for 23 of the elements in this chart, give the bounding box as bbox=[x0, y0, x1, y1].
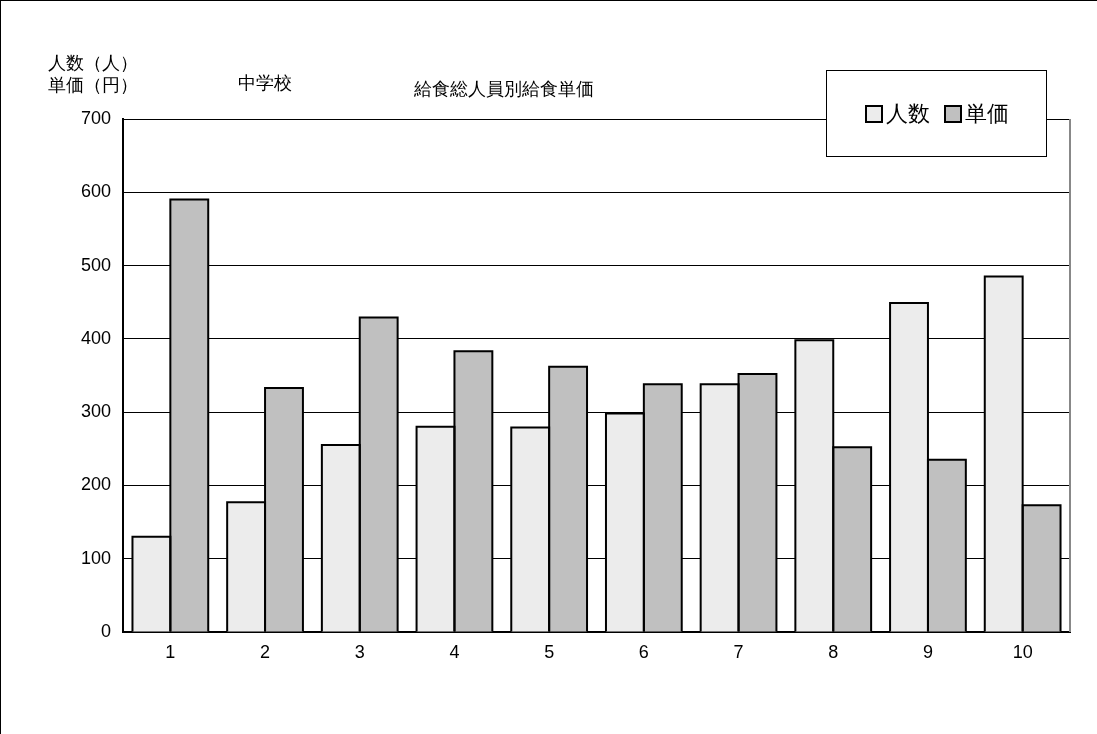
legend-label: 単価 bbox=[964, 99, 1009, 128]
x-tick-label: 9 bbox=[922, 641, 933, 662]
y-tick-label: 700 bbox=[80, 107, 111, 128]
x-tick-label: 4 bbox=[449, 641, 460, 662]
x-tick-label: 10 bbox=[1012, 641, 1033, 662]
x-tick-label: 5 bbox=[544, 641, 555, 662]
legend-label: 人数 bbox=[885, 99, 930, 128]
y-tick-label: 100 bbox=[80, 547, 111, 568]
chart-title: 給食総人員別給食単価 bbox=[414, 78, 594, 100]
x-tick-label: 8 bbox=[828, 641, 839, 662]
y-tick-label: 200 bbox=[80, 474, 111, 495]
y-tick-label: 600 bbox=[80, 181, 111, 202]
chart-subtitle: 中学校 bbox=[238, 72, 292, 94]
y-axis-title: 人数（人）単価（円） bbox=[48, 52, 139, 96]
x-tick-label: 7 bbox=[733, 641, 744, 662]
x-tick-label: 1 bbox=[165, 641, 176, 662]
y-tick-label: 0 bbox=[100, 620, 111, 641]
x-tick-label: 3 bbox=[354, 641, 365, 662]
y-tick-label: 500 bbox=[80, 254, 111, 275]
x-tick-label: 2 bbox=[260, 641, 271, 662]
x-tick-label: 6 bbox=[638, 641, 649, 662]
y-tick-label: 400 bbox=[80, 327, 111, 348]
y-tick-label: 300 bbox=[80, 401, 111, 422]
